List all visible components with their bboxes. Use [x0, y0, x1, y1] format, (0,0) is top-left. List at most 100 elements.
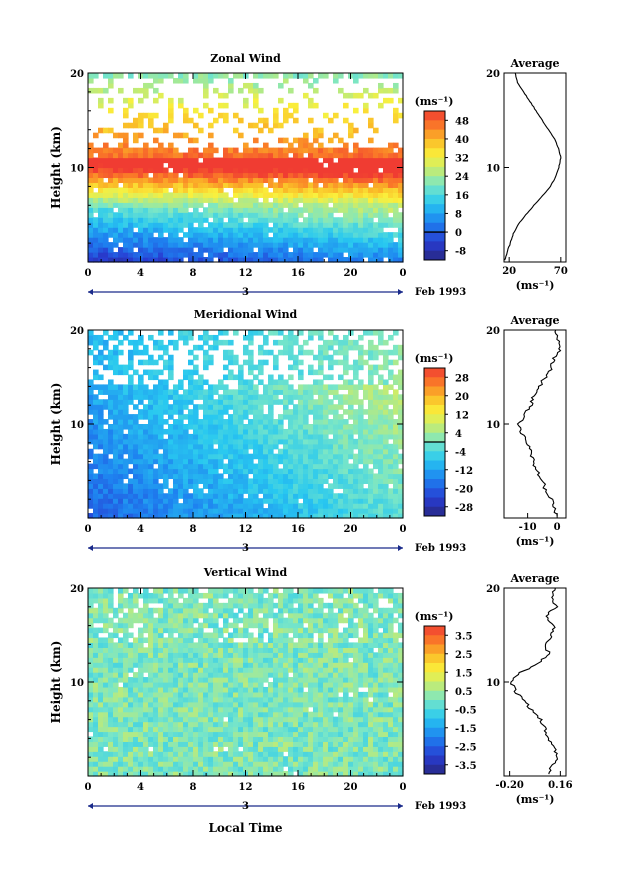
heatmap-cell [103, 627, 109, 634]
heatmap-cell [213, 399, 219, 405]
heatmap-cell [253, 419, 259, 425]
heatmap-cell [138, 696, 144, 703]
heatmap-cell [198, 127, 204, 134]
heatmap-cell [178, 404, 184, 410]
heatmap-cell [313, 503, 319, 509]
heatmap-cell [128, 736, 134, 742]
heatmap-cell [153, 682, 159, 688]
heatmap-cell [193, 152, 199, 159]
heatmap-cell [248, 252, 254, 258]
heatmap-cell [88, 657, 94, 663]
heatmap-cell [373, 463, 379, 470]
heatmap-cell [398, 197, 404, 203]
heatmap-cell [313, 409, 319, 415]
heatmap-cell [133, 677, 139, 683]
heatmap-cell [103, 339, 109, 346]
heatmap-cell [238, 493, 244, 499]
heatmap-cell [133, 463, 139, 470]
heatmap-cell [248, 82, 254, 89]
heatmap-cell [228, 657, 234, 663]
heatmap-cell [223, 478, 229, 484]
heatmap-cell [343, 513, 349, 519]
heatmap-cell [348, 394, 354, 400]
heatmap-cell [343, 419, 349, 425]
heatmap-cell [333, 182, 339, 188]
heatmap-cell [158, 424, 164, 430]
heatmap-cell [233, 741, 239, 747]
heatmap-cell [388, 167, 394, 174]
heatmap-cell [318, 359, 324, 366]
heatmap-cell [168, 227, 174, 233]
heatmap-cell [228, 746, 234, 752]
heatmap-cell [268, 394, 274, 400]
heatmap-cell [293, 247, 299, 253]
heatmap-cell [248, 771, 254, 777]
heatmap-cell [168, 677, 174, 683]
heatmap-cell [188, 197, 194, 203]
heatmap-cell [378, 252, 384, 258]
heatmap-cell [118, 657, 124, 663]
heatmap-cell [218, 252, 224, 258]
heatmap-cell [248, 438, 254, 445]
heatmap-cell [263, 117, 269, 124]
heatmap-cell [248, 152, 254, 159]
heatmap-cell [108, 384, 114, 390]
heatmap-cell [393, 428, 399, 435]
heatmap-cell [168, 404, 174, 410]
heatmap-cell [233, 182, 239, 188]
heatmap-cell [143, 657, 149, 663]
heatmap-cell [238, 419, 244, 425]
heatmap-cell [178, 736, 184, 742]
heatmap-cell [203, 379, 209, 386]
heatmap-cell [263, 488, 269, 494]
heatmap-cell [128, 162, 134, 169]
heatmap-cell [323, 157, 329, 164]
heatmap-cell [183, 721, 189, 728]
heatmap-cells [88, 588, 404, 777]
heatmap-cell [273, 379, 279, 386]
heatmap-cell [373, 257, 379, 263]
heatmap-cell [143, 172, 149, 179]
heatmap-cell [283, 152, 289, 159]
heatmap-cell [238, 167, 244, 174]
heatmap-cell [238, 433, 244, 440]
heatmap-cell [208, 344, 214, 351]
heatmap-cell [93, 652, 99, 658]
heatmap-cell [133, 453, 139, 460]
heatmap-cell [218, 448, 224, 455]
heatmap-cell [108, 682, 114, 688]
heatmap-cell [133, 672, 139, 678]
heatmap-cell [198, 473, 204, 480]
heatmap-cell [243, 232, 249, 238]
heatmap-cell [188, 252, 194, 258]
heatmap-cell [183, 617, 189, 624]
heatmap-cell [98, 637, 104, 644]
heatmap-cell [383, 473, 389, 480]
heatmap-cell [123, 438, 129, 445]
heatmap-cell [243, 404, 249, 410]
heatmap-cell [218, 716, 224, 723]
heatmap-cell [343, 468, 349, 475]
heatmap-cell [248, 617, 254, 624]
heatmap-cell [183, 414, 189, 420]
heatmap-cell [258, 394, 264, 400]
heatmap-cell [208, 691, 214, 698]
heatmap-cell [98, 483, 104, 489]
heatmap-cell [178, 409, 184, 415]
heatmap-cell [263, 359, 269, 366]
heatmap-cell [188, 597, 194, 604]
heatmap-cell [338, 147, 344, 154]
heatmap-cell [93, 182, 99, 188]
heatmap-cell [328, 247, 334, 253]
heatmap-cell [223, 162, 229, 169]
heatmap-cell [343, 399, 349, 405]
heatmap-cell [178, 602, 184, 609]
heatmap-cell [123, 751, 129, 757]
heatmap-cell [343, 483, 349, 489]
heatmap-cell [228, 339, 234, 346]
heatmap-cell [198, 741, 204, 747]
heatmap-cell [373, 202, 379, 208]
heatmap-cell [183, 207, 189, 213]
heatmap-cell [88, 493, 94, 499]
heatmap-cell [308, 73, 314, 79]
